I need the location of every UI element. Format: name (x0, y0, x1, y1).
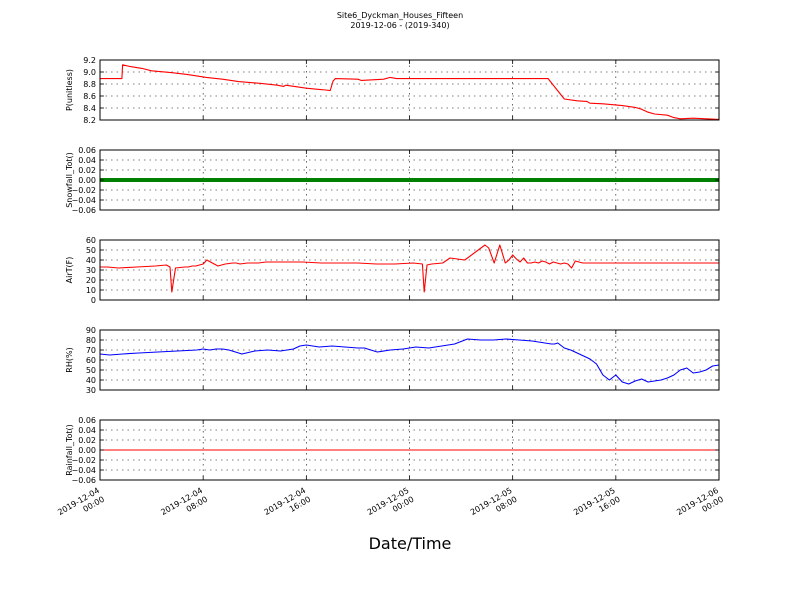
x-tick-label: 2019-12-0408:00 (159, 486, 209, 526)
panel-1-y-tick-label: 8.6 (83, 92, 96, 101)
panel-4-y-tick-label: 60 (86, 356, 96, 365)
panel-2-y-tick-label: 0.06 (78, 146, 96, 155)
panel-1-y-tick-label: 8.2 (83, 116, 96, 125)
panel-4-series-line (99, 338, 720, 385)
panel-3-y-tick-label: 10 (86, 286, 96, 295)
panel-5-y-tick-label: −0.06 (71, 476, 96, 485)
panel-1-y-tick-label: 9.2 (83, 56, 96, 65)
panel-5-y-axis-label: Rainfall_Tot() (65, 424, 74, 476)
panel-1-y-tick-label: 8.8 (83, 80, 96, 89)
panel-5-y-tick-label: −0.04 (71, 466, 96, 475)
panel-5-y-tick-label: 0.06 (78, 416, 96, 425)
panel-2-y-tick-label: 0.02 (78, 166, 96, 175)
panel-5-y-tick-label: 0.02 (78, 436, 96, 445)
panel-1-y-tick-label: 8.4 (83, 104, 96, 113)
panel-4-y-axis-label: RH(%) (65, 347, 74, 372)
x-tick-label: 2019-12-0400:00 (56, 486, 106, 526)
panel-2-y-tick-label: −0.02 (71, 186, 96, 195)
x-tick-label: 2019-12-0600:00 (675, 486, 725, 526)
x-tick-label: 2019-12-0516:00 (572, 486, 622, 526)
panel-5-y-tick-label: −0.02 (71, 456, 96, 465)
panel-3-y-tick-label: 0 (91, 296, 96, 305)
panel-2-y-axis-label: Snowfall_Tot() (65, 152, 74, 208)
title-line-1: Site6_Dyckman_Houses_Fifteen (336, 11, 464, 20)
x-tick-label: 2019-12-0416:00 (263, 486, 313, 526)
panel-4-y-tick-label: 50 (86, 366, 96, 375)
panel-3-series-line (100, 244, 719, 293)
x-tick-label: 2019-12-0508:00 (469, 486, 519, 526)
panel-3-y-tick-label: 20 (86, 276, 96, 285)
panel-4-y-tick-label: 70 (86, 346, 96, 355)
panel-2-y-tick-label: −0.06 (71, 206, 96, 215)
panel-4-y-tick-label: 90 (86, 326, 96, 335)
panel-1-y-axis-label: P(unitless) (65, 69, 74, 111)
panel-5-y-tick-label: 0.04 (78, 426, 96, 435)
panel-3-y-tick-label: 30 (86, 266, 96, 275)
panel-3-y-tick-label: 60 (86, 236, 96, 245)
panel-4-y-tick-label: 80 (86, 336, 96, 345)
panel-3-y-axis-label: AirT(F) (65, 257, 74, 284)
panel-4-y-tick-label: 30 (86, 386, 96, 395)
panel-2-y-tick-label: 0.04 (78, 156, 96, 165)
panel-2-y-tick-label: 0.00 (78, 176, 96, 185)
x-axis-label: Date/Time (368, 534, 452, 553)
panel-1-series-line (100, 64, 720, 120)
panel-1-y-tick-label: 9.0 (83, 68, 96, 77)
panel-3-y-tick-label: 40 (86, 256, 96, 265)
panel-2-y-tick-label: −0.04 (71, 196, 96, 205)
panel-5-y-tick-label: 0.00 (78, 446, 96, 455)
panel-4-y-tick-label: 40 (86, 376, 96, 385)
title-line-2: 2019-12-06 - (2019-340) (350, 21, 450, 30)
x-tick-label: 2019-12-0500:00 (366, 486, 416, 526)
figure-title: Site6_Dyckman_Houses_Fifteen 2019-12-06 … (0, 11, 800, 31)
panel-3-y-tick-label: 50 (86, 246, 96, 255)
